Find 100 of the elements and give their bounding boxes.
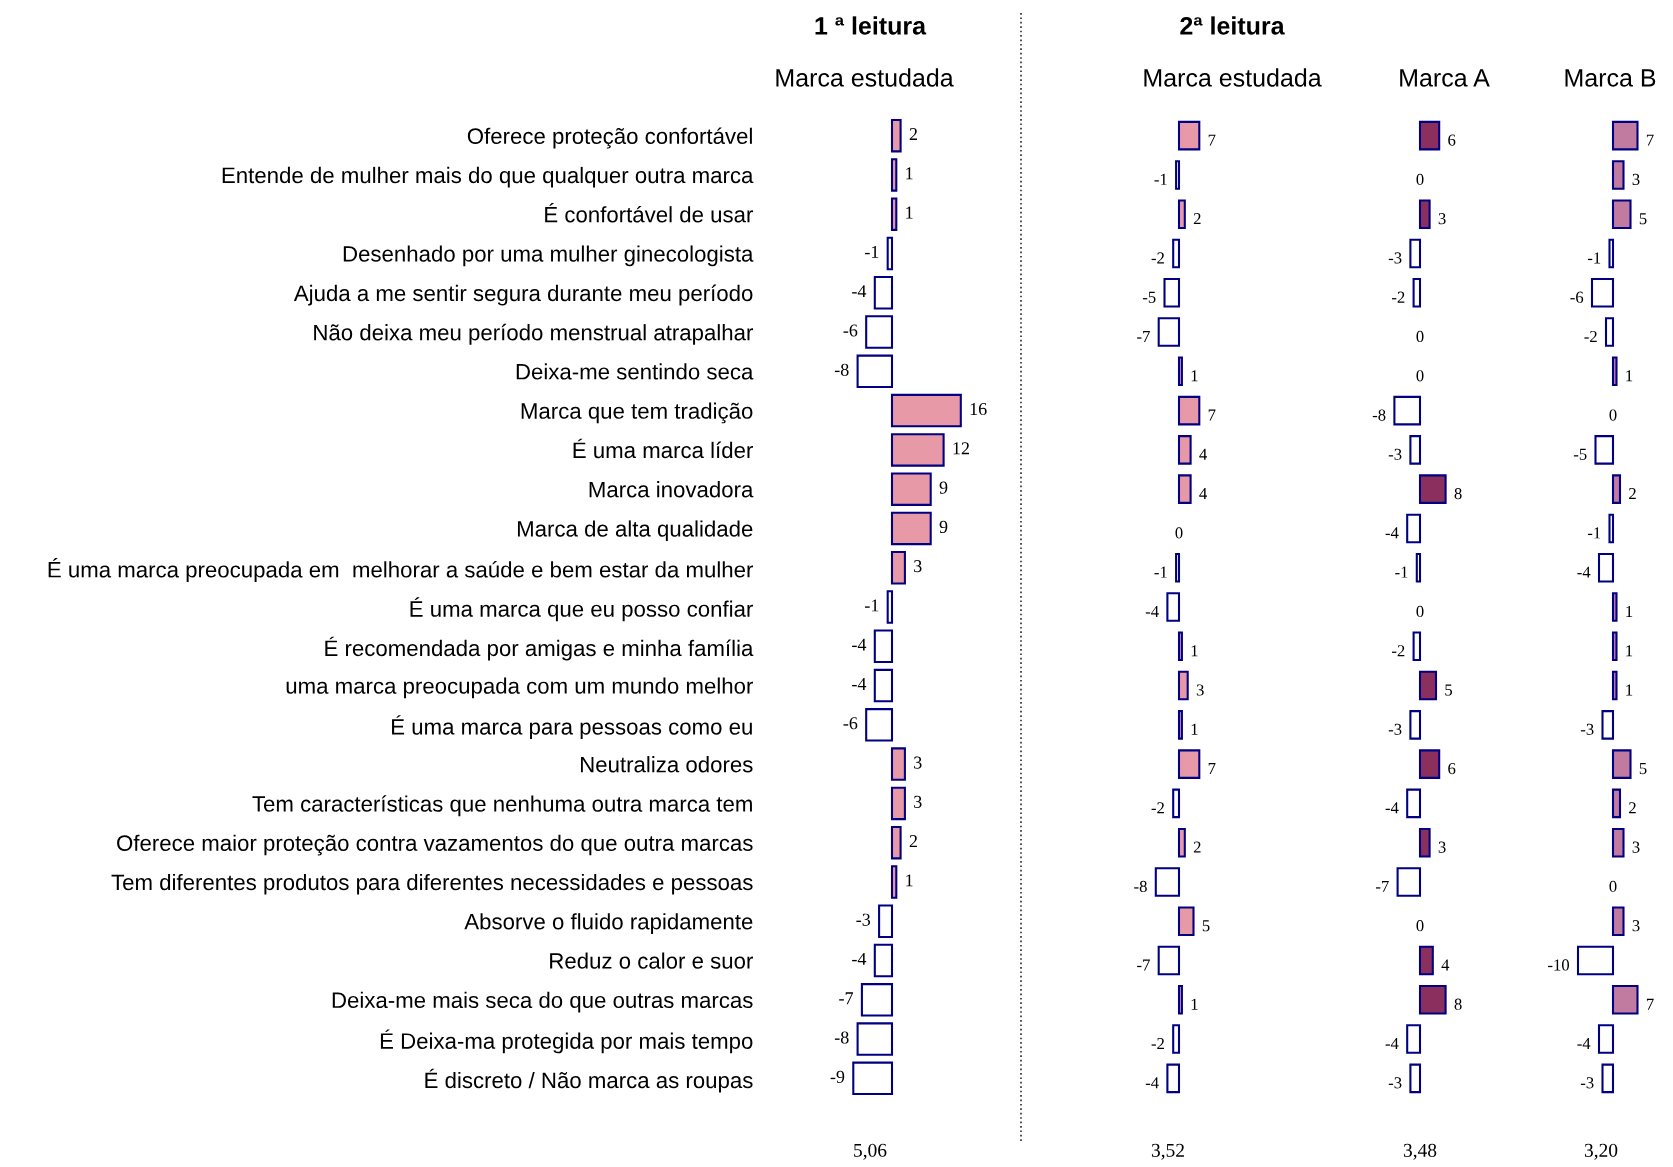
data-label: -3 [1580,723,1594,735]
bar [1418,827,1431,858]
data-label: -1 [1587,252,1601,264]
bar [1166,592,1181,622]
data-label: 1 [906,167,913,180]
bar [1611,592,1618,622]
bar [1177,710,1183,740]
data-label: 0 [1609,880,1617,893]
data-label: -4 [852,678,867,690]
bar [1175,160,1181,190]
bar [1163,277,1181,308]
y-tick-label: Marca de alta qualidade [517,520,753,542]
y-tick-label: Desenhado por uma mulher ginecologista [343,245,754,267]
bar [1177,631,1183,662]
y-tick-label: uma marca preocupada com um mundo melhor [286,677,753,699]
data-label: 3 [1196,684,1204,696]
text: 3,48 [1403,1143,1437,1160]
data-label: 3 [914,560,922,573]
y-tick-label: Reduz o calor e suor [550,952,753,969]
data-label: 1 [1191,645,1198,657]
data-label: 3 [1632,920,1640,932]
bar [1175,552,1181,583]
chart-title: 1 ª leitura [815,16,927,35]
bar [1611,749,1632,779]
data-label: 5 [1202,920,1210,932]
data-label: -2 [1392,291,1405,303]
data-label: -2 [1151,252,1164,264]
data-label: 4 [1199,488,1208,500]
data-label: -1 [1154,566,1167,578]
y-tick-label: Marca que tem tradição [521,402,753,424]
data-label: 7 [1208,134,1216,146]
data-label: -4 [852,285,867,298]
bar [1396,867,1422,897]
data-label: -8 [834,363,849,376]
data-label: -8 [834,1031,849,1044]
bar [1172,788,1181,819]
bar [890,158,898,192]
data-label: -1 [1154,173,1167,185]
data-label: 2 [909,128,917,140]
bar [1393,395,1422,426]
y-tick-label: É discreto / Não marca as roupas [425,1068,753,1093]
data-label: -2 [1151,802,1164,814]
data-label: -9 [830,1070,845,1083]
data-label: -4 [1577,566,1591,578]
data-label: 2 [1193,213,1201,225]
bar [865,315,894,349]
data-label: -1 [865,599,879,612]
data-label: 1 [1626,605,1633,617]
bar [1409,710,1422,740]
bar [1608,513,1615,544]
bar [1166,1063,1181,1094]
data-label: -3 [856,913,871,926]
data-label: 1 [1191,370,1198,382]
bar [890,511,932,546]
bar [1418,749,1441,779]
bar [1611,670,1618,701]
data-label: 1 [906,874,913,887]
data-label: 3 [1438,841,1446,853]
bar [1418,670,1438,701]
data-label: -7 [1137,959,1150,971]
bar [1177,749,1201,779]
chart-title: 2ª leitura [1180,16,1285,35]
y-tick-label: É uma marca para pessoas como eu [392,715,752,740]
text: 5,06 [854,1143,887,1160]
bar [890,118,902,153]
bar [1597,552,1615,583]
bar [1177,120,1201,151]
bar [865,708,894,742]
bar [1157,317,1181,347]
data-label: 0 [1416,920,1424,932]
data-label: 1 [1191,723,1198,735]
data-label: 3 [1632,173,1640,185]
bar [1412,631,1422,662]
data-label: -2 [1392,645,1405,657]
data-label: -8 [1134,880,1147,893]
data-label: -2 [1584,330,1597,342]
data-label: -4 [1385,527,1399,539]
y-tick-label: É uma marca preocupada em melhorar a saúde e bem estar da mulher [48,558,754,582]
bar [1418,945,1434,976]
bar [1611,985,1639,1015]
data-label: -1 [1395,566,1408,578]
data-label: -7 [1137,331,1150,342]
bar [890,825,902,860]
data-label: -6 [843,717,858,730]
y-tick-label: Marca inovadora [589,481,754,498]
data-label: 0 [1416,605,1424,618]
bar [1177,199,1186,229]
data-label: -6 [843,324,858,337]
bar [1601,1063,1615,1094]
y-tick-label: Neutraliza odores [581,756,753,773]
y-tick-label: Tem características que nenhuma outra marca tem [252,795,752,817]
bar [1594,435,1615,465]
bar [1611,474,1622,504]
data-label: 0 [1416,370,1424,382]
data-label: 9 [939,520,948,533]
data-label: -2 [1151,1037,1164,1049]
bar [1611,827,1625,858]
data-label: 1 [1626,684,1633,696]
bar [852,1061,894,1096]
bar [1177,474,1192,504]
